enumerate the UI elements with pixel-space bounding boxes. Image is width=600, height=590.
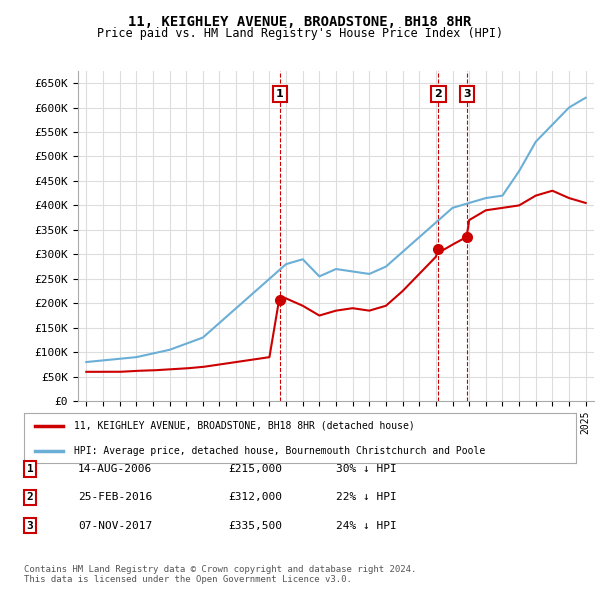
- Text: Price paid vs. HM Land Registry's House Price Index (HPI): Price paid vs. HM Land Registry's House …: [97, 27, 503, 40]
- Text: 11, KEIGHLEY AVENUE, BROADSTONE, BH18 8HR (detached house): 11, KEIGHLEY AVENUE, BROADSTONE, BH18 8H…: [74, 421, 415, 431]
- Text: 24% ↓ HPI: 24% ↓ HPI: [336, 521, 397, 530]
- Text: £312,000: £312,000: [228, 493, 282, 502]
- Text: 3: 3: [26, 521, 34, 530]
- Text: 30% ↓ HPI: 30% ↓ HPI: [336, 464, 397, 474]
- Text: 2: 2: [26, 493, 34, 502]
- Text: Contains HM Land Registry data © Crown copyright and database right 2024.
This d: Contains HM Land Registry data © Crown c…: [24, 565, 416, 584]
- Text: £215,000: £215,000: [228, 464, 282, 474]
- Text: HPI: Average price, detached house, Bournemouth Christchurch and Poole: HPI: Average price, detached house, Bour…: [74, 445, 485, 455]
- Text: 3: 3: [463, 89, 470, 99]
- Text: 25-FEB-2016: 25-FEB-2016: [78, 493, 152, 502]
- Text: 22% ↓ HPI: 22% ↓ HPI: [336, 493, 397, 502]
- Text: £335,500: £335,500: [228, 521, 282, 530]
- Text: 11, KEIGHLEY AVENUE, BROADSTONE, BH18 8HR: 11, KEIGHLEY AVENUE, BROADSTONE, BH18 8H…: [128, 15, 472, 29]
- Text: 1: 1: [276, 89, 284, 99]
- Text: 1: 1: [26, 464, 34, 474]
- Text: 07-NOV-2017: 07-NOV-2017: [78, 521, 152, 530]
- Text: 2: 2: [434, 89, 442, 99]
- Text: 14-AUG-2006: 14-AUG-2006: [78, 464, 152, 474]
